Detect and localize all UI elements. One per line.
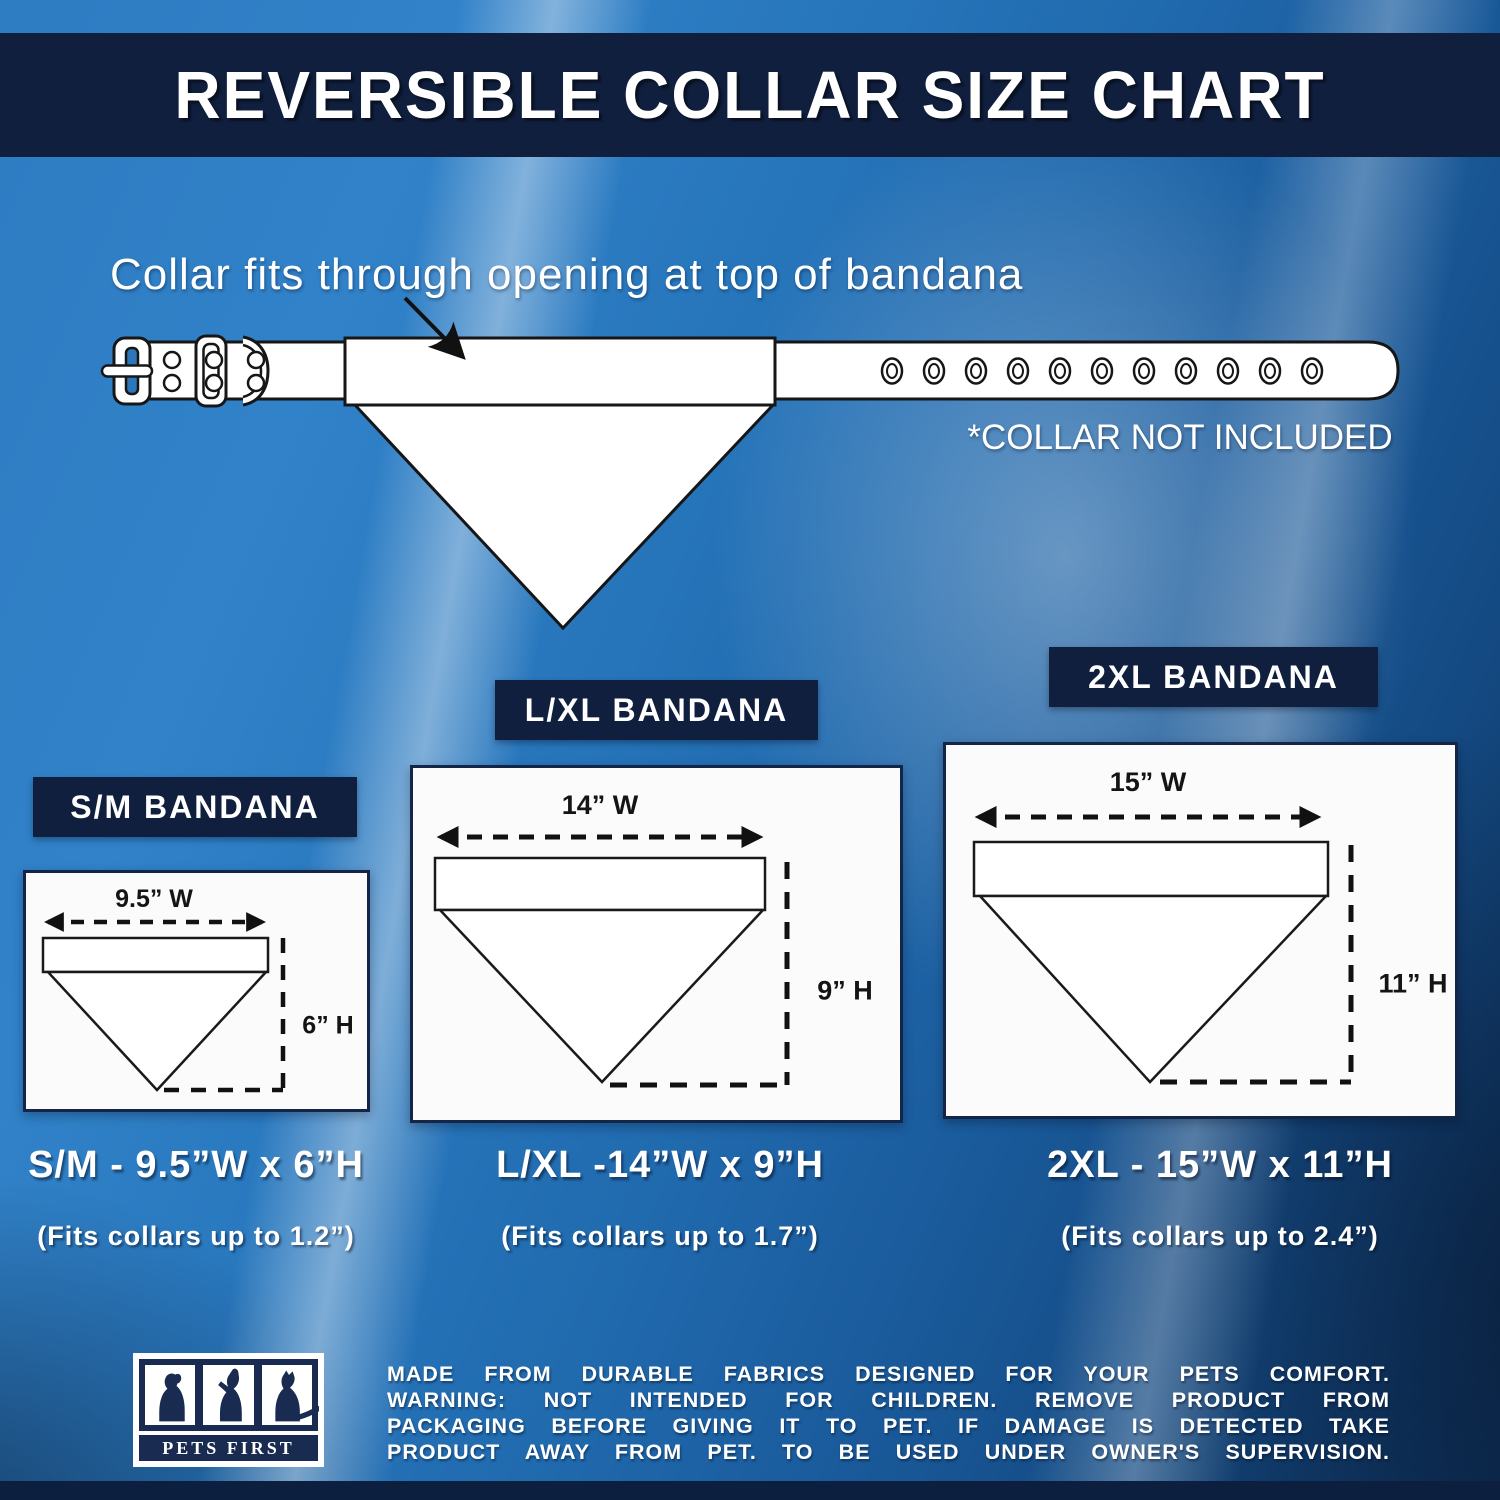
lxl-band <box>433 856 767 912</box>
lxl-bandana-label-text: L/XL BANDANA <box>524 691 789 728</box>
bandana-band <box>343 336 777 407</box>
collar-not-included-note: *COLLAR NOT INCLUDED <box>967 418 1393 457</box>
warning-line-4: PRODUCT AWAY FROM PET. TO BE USED UNDER … <box>387 1440 1390 1464</box>
xxl-bandana-label-text: 2XL BANDANA <box>1088 658 1339 695</box>
xxl-height-label: 11” H <box>1378 968 1448 999</box>
sm-fits: (Fits collars up to 1.2”) <box>37 1221 355 1251</box>
xxl-dims: 2XL - 15”W x 11”H <box>1047 1144 1393 1186</box>
dog-silhouette-2 <box>201 1363 256 1427</box>
lxl-triangle <box>437 908 766 1084</box>
lxl-dims: L/XL -14”W x 9”H <box>496 1144 824 1186</box>
xxl-fits: (Fits collars up to 2.4”) <box>1061 1221 1379 1251</box>
sm-dims: S/M - 9.5”W x 6”H <box>28 1144 364 1186</box>
sm-diagram <box>41 912 286 1093</box>
sm-bandana-label-text: S/M BANDANA <box>70 788 320 825</box>
logo-wordmark: PETS FIRST <box>139 1435 318 1461</box>
lxl-fits: (Fits collars up to 1.7”) <box>501 1221 819 1251</box>
sm-band <box>41 936 270 974</box>
xxl-panel: 15” W 11” H <box>943 742 1458 1119</box>
bandana-triangle <box>351 403 777 631</box>
collar-eyelets <box>880 357 1324 385</box>
sm-panel: 9.5” W 6” H <box>23 870 370 1112</box>
xxl-bandana-label: 2XL BANDANA <box>1049 647 1378 707</box>
xxl-width-label: 15” W <box>1109 767 1187 797</box>
lxl-height-label: 9” H <box>817 975 873 1006</box>
sm-height-label: 6” H <box>302 1011 354 1040</box>
dog-silhouette-3 <box>259 1363 319 1427</box>
lxl-width-label: 14” W <box>561 790 639 820</box>
sm-bandana-label: S/M BANDANA <box>33 777 357 837</box>
buckle-pin <box>100 364 154 378</box>
dog-silhouette-1 <box>143 1363 198 1427</box>
warning-text: MADE FROM DURABLE FABRICS DESIGNED FOR Y… <box>387 1361 1390 1465</box>
xxl-diagram <box>972 805 1354 1085</box>
sm-triangle <box>45 970 269 1092</box>
pets-first-logo: PETS FIRST <box>133 1353 324 1467</box>
lxl-bandana-label: L/XL BANDANA <box>495 680 818 740</box>
strap-holes <box>162 350 266 393</box>
warning-line-2: WARNING: NOT INTENDED FOR CHILDREN. REMO… <box>387 1388 1390 1412</box>
lxl-diagram <box>433 825 790 1088</box>
sm-width-label: 9.5” W <box>115 885 193 913</box>
bottom-border-strip <box>0 1481 1500 1500</box>
xxl-triangle <box>977 894 1329 1084</box>
lxl-panel: 14” W 9” H <box>410 765 903 1123</box>
logo-dog-row <box>139 1359 319 1431</box>
annotation-arrow <box>403 296 466 360</box>
warning-line-1: MADE FROM DURABLE FABRICS DESIGNED FOR Y… <box>387 1362 1390 1386</box>
page-title: REVERSIBLE COLLAR SIZE CHART <box>174 57 1326 133</box>
header-band: REVERSIBLE COLLAR SIZE CHART <box>0 33 1500 157</box>
collar-bandana-illustration <box>100 296 1400 631</box>
xxl-band <box>972 840 1330 898</box>
collar-caption: Collar fits through opening at top of ba… <box>110 250 1024 299</box>
warning-line-3: PACKAGING BEFORE GIVING IT TO PET. IF DA… <box>387 1414 1390 1438</box>
